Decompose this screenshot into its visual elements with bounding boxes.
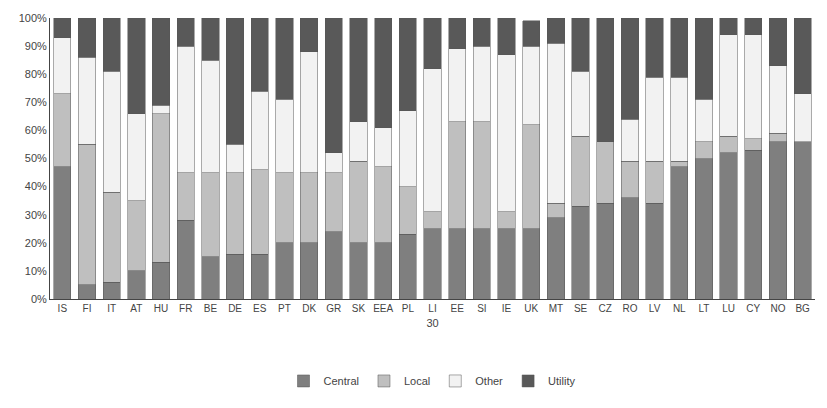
svg-text:DE: DE (228, 303, 242, 314)
svg-text:BG: BG (795, 303, 810, 314)
svg-text:NL: NL (673, 303, 686, 314)
svg-text:Local: Local (404, 375, 430, 387)
svg-text:SE: SE (574, 303, 588, 314)
svg-text:UK: UK (524, 303, 538, 314)
svg-text:80%: 80% (25, 68, 47, 80)
svg-text:LV: LV (649, 303, 661, 314)
svg-text:PL: PL (402, 303, 415, 314)
svg-text:100%: 100% (19, 12, 47, 24)
svg-text:ES: ES (253, 303, 267, 314)
svg-text:20%: 20% (25, 237, 47, 249)
svg-text:10%: 10% (25, 265, 47, 277)
svg-text:LI: LI (428, 303, 436, 314)
svg-text:EEA: EEA (373, 303, 393, 314)
svg-text:AT: AT (130, 303, 142, 314)
svg-text:HU: HU (154, 303, 168, 314)
svg-text:40%: 40% (25, 180, 47, 192)
svg-text:NO: NO (770, 303, 785, 314)
svg-text:CY: CY (746, 303, 760, 314)
svg-text:GR: GR (326, 303, 341, 314)
svg-text:LU: LU (722, 303, 735, 314)
svg-text:CZ: CZ (599, 303, 612, 314)
svg-text:MT: MT (549, 303, 563, 314)
svg-text:DK: DK (302, 303, 316, 314)
svg-text:90%: 90% (25, 40, 47, 52)
svg-text:IT: IT (107, 303, 116, 314)
svg-text:70%: 70% (25, 96, 47, 108)
svg-text:BE: BE (204, 303, 218, 314)
svg-text:RO: RO (622, 303, 637, 314)
svg-text:IE: IE (502, 303, 512, 314)
svg-text:Central: Central (324, 375, 359, 387)
svg-text:FR: FR (179, 303, 192, 314)
svg-text:50%: 50% (25, 152, 47, 164)
svg-text:EE: EE (451, 303, 465, 314)
svg-text:IS: IS (58, 303, 68, 314)
svg-text:SK: SK (352, 303, 366, 314)
svg-text:FI: FI (83, 303, 92, 314)
svg-text:30%: 30% (25, 209, 47, 221)
svg-text:30: 30 (426, 317, 438, 329)
svg-text:Utility: Utility (548, 375, 575, 387)
svg-text:PT: PT (278, 303, 291, 314)
svg-text:LT: LT (698, 303, 709, 314)
svg-text:Other: Other (475, 375, 503, 387)
svg-text:60%: 60% (25, 124, 47, 136)
svg-text:0%: 0% (31, 293, 47, 305)
svg-text:SI: SI (477, 303, 486, 314)
